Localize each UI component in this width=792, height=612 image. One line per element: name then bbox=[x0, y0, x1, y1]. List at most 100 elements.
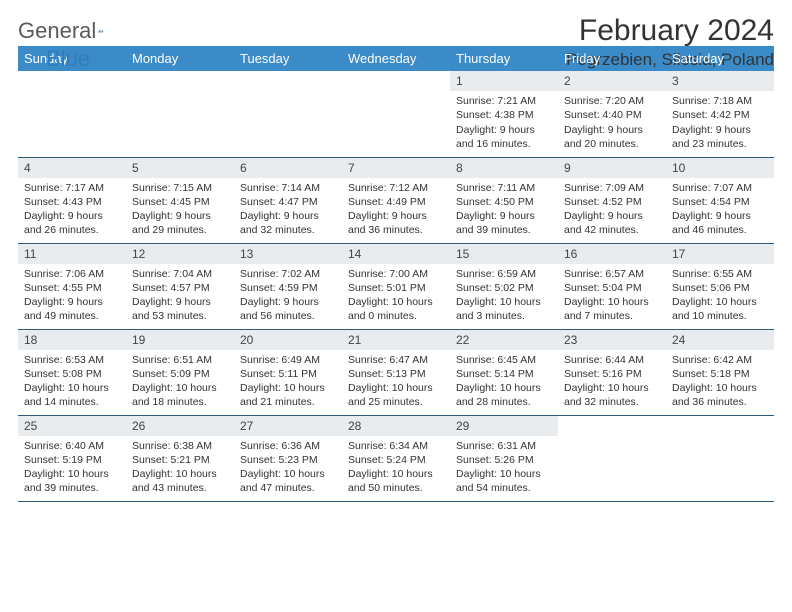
day-number: 18 bbox=[18, 330, 126, 350]
day-body: Sunrise: 6:53 AMSunset: 5:08 PMDaylight:… bbox=[18, 350, 126, 414]
sunset-line: Sunset: 5:14 PM bbox=[456, 367, 552, 381]
day-body: Sunrise: 6:57 AMSunset: 5:04 PMDaylight:… bbox=[558, 264, 666, 328]
sunrise-line: Sunrise: 6:34 AM bbox=[348, 439, 444, 453]
calendar-cell: 13Sunrise: 7:02 AMSunset: 4:59 PMDayligh… bbox=[234, 243, 342, 329]
calendar-row: 25Sunrise: 6:40 AMSunset: 5:19 PMDayligh… bbox=[18, 415, 774, 501]
sunset-line: Sunset: 5:21 PM bbox=[132, 453, 228, 467]
sunrise-line: Sunrise: 6:55 AM bbox=[672, 267, 768, 281]
daylight-line: Daylight: 10 hours and 21 minutes. bbox=[240, 381, 336, 409]
sunset-line: Sunset: 5:01 PM bbox=[348, 281, 444, 295]
sunset-line: Sunset: 5:23 PM bbox=[240, 453, 336, 467]
daylight-line: Daylight: 9 hours and 36 minutes. bbox=[348, 209, 444, 237]
sunrise-line: Sunrise: 6:31 AM bbox=[456, 439, 552, 453]
daylight-line: Daylight: 10 hours and 47 minutes. bbox=[240, 467, 336, 495]
day-number: 8 bbox=[450, 158, 558, 178]
day-number: 3 bbox=[666, 71, 774, 91]
day-number: 29 bbox=[450, 416, 558, 436]
day-header: Thursday bbox=[450, 46, 558, 71]
day-body: Sunrise: 7:15 AMSunset: 4:45 PMDaylight:… bbox=[126, 178, 234, 242]
sunrise-line: Sunrise: 6:42 AM bbox=[672, 353, 768, 367]
calendar-cell-empty bbox=[234, 71, 342, 157]
sunset-line: Sunset: 5:26 PM bbox=[456, 453, 552, 467]
daylight-line: Daylight: 10 hours and 3 minutes. bbox=[456, 295, 552, 323]
day-body: Sunrise: 7:09 AMSunset: 4:52 PMDaylight:… bbox=[558, 178, 666, 242]
calendar-cell: 1Sunrise: 7:21 AMSunset: 4:38 PMDaylight… bbox=[450, 71, 558, 157]
day-number: 26 bbox=[126, 416, 234, 436]
sunset-line: Sunset: 5:24 PM bbox=[348, 453, 444, 467]
sunset-line: Sunset: 4:49 PM bbox=[348, 195, 444, 209]
daylight-line: Daylight: 10 hours and 50 minutes. bbox=[348, 467, 444, 495]
calendar-cell: 9Sunrise: 7:09 AMSunset: 4:52 PMDaylight… bbox=[558, 157, 666, 243]
calendar-cell: 23Sunrise: 6:44 AMSunset: 5:16 PMDayligh… bbox=[558, 329, 666, 415]
day-number: 20 bbox=[234, 330, 342, 350]
sunset-line: Sunset: 5:16 PM bbox=[564, 367, 660, 381]
sunrise-line: Sunrise: 6:51 AM bbox=[132, 353, 228, 367]
month-title: February 2024 bbox=[566, 14, 774, 48]
sunrise-line: Sunrise: 7:21 AM bbox=[456, 94, 552, 108]
day-body: Sunrise: 6:34 AMSunset: 5:24 PMDaylight:… bbox=[342, 436, 450, 500]
calendar-cell: 7 Sunrise: 7:12 AMSunset: 4:49 PMDaylight… bbox=[342, 157, 450, 243]
sunset-line: Sunset: 4:55 PM bbox=[24, 281, 120, 295]
day-number: 7 bbox=[342, 158, 450, 178]
day-body: Sunrise: 7:17 AMSunset: 4:43 PMDaylight:… bbox=[18, 178, 126, 242]
calendar-cell: 25Sunrise: 6:40 AMSunset: 5:19 PMDayligh… bbox=[18, 415, 126, 501]
daylight-line: Daylight: 10 hours and 36 minutes. bbox=[672, 381, 768, 409]
day-number: 9 bbox=[558, 158, 666, 178]
sunset-line: Sunset: 4:52 PM bbox=[564, 195, 660, 209]
sunrise-line: Sunrise: 6:53 AM bbox=[24, 353, 120, 367]
calendar-cell: 19Sunrise: 6:51 AMSunset: 5:09 PMDayligh… bbox=[126, 329, 234, 415]
sunset-line: Sunset: 4:45 PM bbox=[132, 195, 228, 209]
day-body: Sunrise: 6:38 AMSunset: 5:21 PMDaylight:… bbox=[126, 436, 234, 500]
calendar-cell: 18Sunrise: 6:53 AMSunset: 5:08 PMDayligh… bbox=[18, 329, 126, 415]
sunrise-line: Sunrise: 6:40 AM bbox=[24, 439, 120, 453]
day-number: 19 bbox=[126, 330, 234, 350]
sunrise-line: Sunrise: 7:04 AM bbox=[132, 267, 228, 281]
sunrise-line: Sunrise: 7:18 AM bbox=[672, 94, 768, 108]
sunset-line: Sunset: 5:04 PM bbox=[564, 281, 660, 295]
calendar-cell: 24Sunrise: 6:42 AMSunset: 5:18 PMDayligh… bbox=[666, 329, 774, 415]
sunrise-line: Sunrise: 6:57 AM bbox=[564, 267, 660, 281]
day-number: 10 bbox=[666, 158, 774, 178]
day-body: Sunrise: 6:44 AMSunset: 5:16 PMDaylight:… bbox=[558, 350, 666, 414]
sunrise-line: Sunrise: 6:45 AM bbox=[456, 353, 552, 367]
calendar-cell: 3Sunrise: 7:18 AMSunset: 4:42 PMDaylight… bbox=[666, 71, 774, 157]
sunrise-line: Sunrise: 7:20 AM bbox=[564, 94, 660, 108]
sunrise-line: Sunrise: 7:15 AM bbox=[132, 181, 228, 195]
calendar-cell: 21Sunrise: 6:47 AMSunset: 5:13 PMDayligh… bbox=[342, 329, 450, 415]
sunset-line: Sunset: 5:06 PM bbox=[672, 281, 768, 295]
day-body: Sunrise: 7:00 AMSunset: 5:01 PMDaylight:… bbox=[342, 264, 450, 328]
daylight-line: Daylight: 10 hours and 0 minutes. bbox=[348, 295, 444, 323]
day-body: Sunrise: 6:42 AMSunset: 5:18 PMDaylight:… bbox=[666, 350, 774, 414]
calendar-row: 18Sunrise: 6:53 AMSunset: 5:08 PMDayligh… bbox=[18, 329, 774, 415]
day-number: 28 bbox=[342, 416, 450, 436]
day-number: 23 bbox=[558, 330, 666, 350]
daylight-line: Daylight: 9 hours and 16 minutes. bbox=[456, 123, 552, 151]
sunrise-line: Sunrise: 7:00 AM bbox=[348, 267, 444, 281]
daylight-line: Daylight: 9 hours and 20 minutes. bbox=[564, 123, 660, 151]
sunrise-line: Sunrise: 7:17 AM bbox=[24, 181, 120, 195]
sunset-line: Sunset: 5:09 PM bbox=[132, 367, 228, 381]
daylight-line: Daylight: 9 hours and 49 minutes. bbox=[24, 295, 120, 323]
daylight-line: Daylight: 9 hours and 53 minutes. bbox=[132, 295, 228, 323]
day-number: 14 bbox=[342, 244, 450, 264]
daylight-line: Daylight: 9 hours and 42 minutes. bbox=[564, 209, 660, 237]
day-body: Sunrise: 7:20 AMSunset: 4:40 PMDaylight:… bbox=[558, 91, 666, 155]
day-body: Sunrise: 6:51 AMSunset: 5:09 PMDaylight:… bbox=[126, 350, 234, 414]
day-body: Sunrise: 7:18 AMSunset: 4:42 PMDaylight:… bbox=[666, 91, 774, 155]
calendar-cell: 22Sunrise: 6:45 AMSunset: 5:14 PMDayligh… bbox=[450, 329, 558, 415]
calendar-cell: 12Sunrise: 7:04 AMSunset: 4:57 PMDayligh… bbox=[126, 243, 234, 329]
day-number: 21 bbox=[342, 330, 450, 350]
calendar-cell: 11Sunrise: 7:06 AMSunset: 4:55 PMDayligh… bbox=[18, 243, 126, 329]
calendar-cell: 17Sunrise: 6:55 AMSunset: 5:06 PMDayligh… bbox=[666, 243, 774, 329]
day-number: 5 bbox=[126, 158, 234, 178]
calendar-cell-empty bbox=[558, 415, 666, 501]
sunrise-line: Sunrise: 6:59 AM bbox=[456, 267, 552, 281]
calendar-cell: 15Sunrise: 6:59 AMSunset: 5:02 PMDayligh… bbox=[450, 243, 558, 329]
sunrise-line: Sunrise: 7:12 AM bbox=[348, 181, 444, 195]
daylight-line: Daylight: 10 hours and 32 minutes. bbox=[564, 381, 660, 409]
day-number: 25 bbox=[18, 416, 126, 436]
daylight-line: Daylight: 10 hours and 7 minutes. bbox=[564, 295, 660, 323]
day-body: Sunrise: 6:47 AMSunset: 5:13 PMDaylight:… bbox=[342, 350, 450, 414]
daylight-line: Daylight: 9 hours and 32 minutes. bbox=[240, 209, 336, 237]
brand-part1: General bbox=[18, 18, 96, 44]
